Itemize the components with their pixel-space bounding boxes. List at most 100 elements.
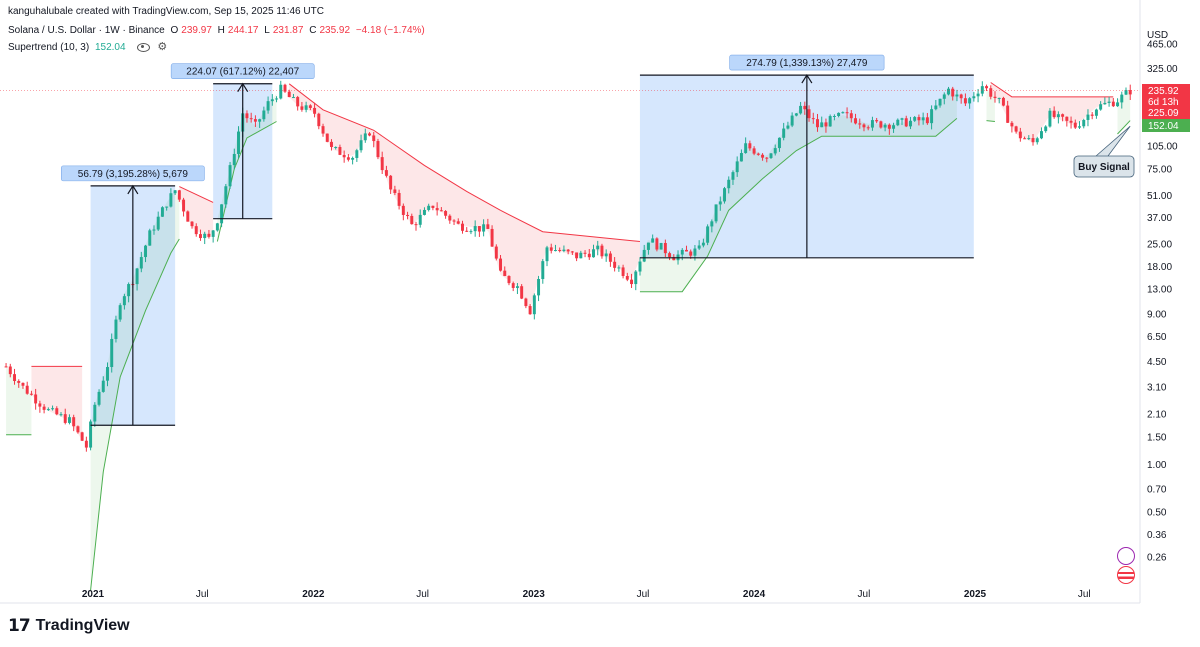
candle-body — [875, 120, 879, 122]
candle-body — [313, 107, 317, 114]
candle-body — [283, 84, 287, 92]
candle-body — [207, 233, 211, 237]
price-tag — [1142, 107, 1190, 119]
candle-body — [596, 245, 600, 250]
candle-body — [144, 245, 148, 258]
candle-body — [718, 201, 722, 205]
candle-body — [376, 141, 380, 158]
y-tick-label: 37.00 — [1147, 213, 1172, 224]
candle-body — [777, 137, 781, 149]
candle-body — [989, 88, 993, 97]
ohlc-low-label: L — [264, 25, 270, 36]
candle-body — [731, 172, 735, 180]
candle-body — [169, 193, 173, 207]
candle-body — [811, 118, 815, 120]
indicator-line[interactable]: Supertrend (10, 3) 152.04 ⚙ — [8, 40, 170, 53]
candle-body — [887, 124, 891, 129]
supertrend-fill — [31, 366, 83, 441]
x-tick-label: Jul — [1078, 589, 1091, 600]
candle-body — [904, 118, 908, 127]
candle-body — [494, 246, 498, 259]
tradingview-logo[interactable]: 17 TradingView — [8, 616, 130, 636]
candle-body — [858, 123, 862, 125]
candle-body — [1048, 110, 1052, 127]
y-tick-label: 0.26 — [1147, 553, 1167, 564]
candle-body — [841, 112, 845, 114]
candle-body — [89, 421, 93, 448]
candle-body — [968, 98, 972, 104]
candle-body — [723, 188, 726, 202]
ohlc-high-label: H — [217, 25, 225, 36]
candle-body — [1082, 119, 1086, 127]
us-flag-icon[interactable] — [1117, 566, 1135, 584]
candle-body — [1094, 109, 1098, 116]
candle-body — [203, 233, 207, 239]
supertrend-line — [500, 209, 640, 243]
sparkle-icon[interactable] — [1117, 547, 1135, 565]
candle-body — [42, 406, 46, 410]
candle-body — [938, 98, 942, 106]
candle-body — [917, 117, 921, 121]
candle-body — [600, 245, 604, 257]
candle-body — [346, 157, 350, 160]
candle-body — [790, 115, 794, 126]
candle-body — [592, 249, 595, 258]
candle-body — [587, 253, 591, 258]
candle-body — [604, 253, 608, 257]
candle-body — [270, 99, 274, 102]
candle-body — [384, 170, 388, 176]
candle-body — [621, 267, 625, 276]
buy-signal-label: Buy Signal — [1078, 162, 1130, 173]
supertrend-line — [179, 186, 214, 203]
candle-body — [1018, 131, 1022, 139]
candle-body — [773, 148, 777, 154]
candle-body — [101, 380, 105, 392]
candle-body — [1027, 138, 1031, 140]
candle-body — [389, 175, 393, 190]
candle-body — [186, 211, 190, 222]
y-tick-label: 105.00 — [1147, 141, 1178, 152]
candle-body — [908, 120, 912, 127]
y-tick-label: 51.00 — [1147, 191, 1172, 202]
candle-body — [663, 242, 667, 254]
candle-body — [655, 238, 659, 250]
candle-body — [29, 393, 33, 395]
candle-body — [139, 257, 143, 269]
candle-body — [1044, 126, 1048, 132]
symbol-name[interactable]: Solana / U.S. Dollar · 1W · Binance — [8, 25, 165, 36]
candle-body — [849, 113, 853, 119]
candle-body — [566, 249, 570, 252]
candle-body — [739, 153, 743, 162]
candle-body — [541, 261, 545, 280]
candle-body — [173, 190, 177, 194]
x-tick-label: 2021 — [82, 589, 105, 600]
measure-label-box — [729, 54, 885, 71]
candle-body — [963, 98, 967, 104]
measure-arrowhead — [801, 73, 813, 84]
candle-body — [152, 229, 156, 231]
candle-body — [456, 221, 460, 224]
supertrend-line — [639, 117, 958, 293]
y-tick-label: 18.00 — [1147, 262, 1172, 273]
candle-body — [482, 224, 486, 232]
candle-body — [338, 146, 342, 155]
candle-body — [427, 205, 431, 210]
candle-body — [304, 105, 308, 110]
candle-body — [1116, 102, 1120, 107]
eye-icon[interactable] — [137, 42, 151, 52]
candle-body — [947, 88, 950, 95]
candle-body — [1031, 138, 1035, 143]
candle-body — [756, 153, 760, 155]
candle-body — [435, 208, 439, 211]
y-tick-label: 9.00 — [1147, 310, 1167, 321]
candle-body — [993, 96, 997, 98]
gear-icon[interactable]: ⚙ — [157, 41, 168, 53]
candle-body — [685, 249, 688, 252]
ohlc-open: 239.97 — [181, 25, 212, 36]
ohlc-low: 231.87 — [272, 25, 304, 36]
candle-body — [951, 88, 955, 97]
candle-body — [499, 258, 503, 271]
currency-label: USD — [1147, 30, 1168, 41]
candle-body — [34, 394, 38, 404]
